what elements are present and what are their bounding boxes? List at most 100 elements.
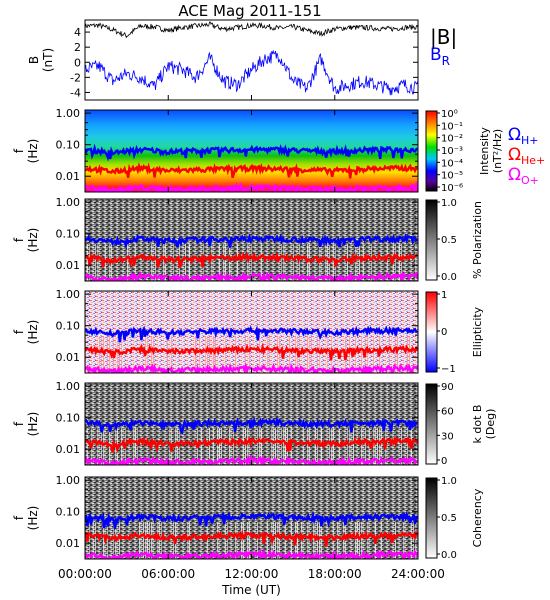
x-tick-label: 00:00:00 bbox=[58, 567, 112, 581]
colorbar-tick-label: 0.5 bbox=[441, 513, 457, 524]
colorbar-tick-label: 1.0 bbox=[441, 476, 457, 487]
series-omega-he-line bbox=[85, 436, 418, 454]
y-tick-label: 0 bbox=[74, 56, 81, 69]
colorbar-tick-label: 10⁻⁵ bbox=[441, 171, 463, 182]
time-axis: 00:00:00 06:00:00 12:00:00 18:00:00 24:00:00… bbox=[58, 567, 445, 597]
y-tick-label: 1.00 bbox=[56, 196, 81, 209]
x-tick-label: 12:00:00 bbox=[225, 567, 279, 581]
field-plot-frame bbox=[84, 19, 419, 101]
colorbar-tick-label: 10⁻¹ bbox=[441, 121, 463, 132]
figure-title: ACE Mag 2011-151 bbox=[178, 2, 321, 20]
y-axis-unit: (nT) bbox=[41, 48, 55, 72]
colorbar-tick-label: 0 bbox=[441, 327, 447, 338]
panel-coherency: 1.00 0.10 0.01 f (Hz) 1.0 0.5 0.0 Coherency bbox=[12, 474, 484, 561]
y-tick-label: 1.00 bbox=[56, 288, 81, 301]
colorbar-tick-label: 10⁻⁶ bbox=[441, 183, 463, 194]
series-omega-o-line bbox=[85, 180, 418, 192]
legend-b-r: BR bbox=[430, 45, 450, 68]
y-axis-unit: (Hz) bbox=[26, 228, 40, 253]
colorbar-tick-label: 10⁰ bbox=[441, 109, 458, 120]
y-axis-label: B bbox=[27, 56, 41, 64]
x-tick-label: 18:00:00 bbox=[308, 567, 362, 581]
y-tick-label: 0.01 bbox=[56, 259, 81, 272]
field-legend: |B| BR bbox=[430, 25, 457, 68]
colorbar-label: k dot B bbox=[471, 405, 484, 444]
ellipticity-colorbar bbox=[425, 291, 438, 373]
series-omega-he-line bbox=[85, 529, 418, 547]
y-axis-label: f bbox=[12, 515, 26, 520]
y-tick-label: -2 bbox=[70, 71, 81, 84]
colorbar-tick-label: 0.0 bbox=[441, 550, 457, 561]
panel-kdotb: 1.00 0.10 0.01 f (Hz) 90 60 30 0 k dot B (Deg) bbox=[12, 380, 497, 467]
coherency-colorbar bbox=[425, 477, 438, 559]
series-omega-h-line bbox=[85, 416, 418, 435]
y-axis-unit: (Hz) bbox=[26, 506, 40, 531]
y-axis-label: f bbox=[12, 237, 26, 242]
polarization-colorbar bbox=[425, 199, 438, 281]
x-tick-label: 06:00:00 bbox=[141, 567, 195, 581]
colorbar-label: Intensity bbox=[478, 127, 491, 175]
colorbar-label: Coherency bbox=[471, 488, 484, 547]
y-tick-label: 0.01 bbox=[56, 537, 81, 550]
colorbar-tick-label: 0.0 bbox=[441, 272, 457, 283]
legend-b-total: |B| bbox=[430, 25, 457, 49]
y-tick-label: 4 bbox=[74, 26, 81, 39]
series-omega-h-line bbox=[85, 510, 418, 530]
colorbar-label: Ellipticity bbox=[471, 306, 484, 357]
intensity-colorbar bbox=[425, 110, 438, 192]
colorbar-tick-label: 1.0 bbox=[441, 198, 457, 209]
y-tick-label: 0.10 bbox=[56, 139, 81, 152]
y-axis-unit: (Hz) bbox=[26, 320, 40, 345]
colorbar-unit: (Deg) bbox=[484, 409, 497, 440]
y-axis-label: f bbox=[12, 421, 26, 426]
colorbar-tick-label: 90 bbox=[441, 382, 454, 393]
y-tick-label: 0.10 bbox=[56, 506, 81, 519]
spectrogram-panels: 1.000.100.01f (Hz)10⁰10⁻¹10⁻²10⁻³10⁻⁴10⁻⁵… bbox=[12, 107, 504, 561]
y-axis-label: f bbox=[12, 329, 26, 334]
series-b-r-line bbox=[85, 49, 418, 96]
series-omega-h-line bbox=[85, 143, 418, 162]
gyrofrequency-legend: ΩH+ ΩHe+ ΩO+ bbox=[508, 125, 545, 187]
x-tick-label: 24:00:00 bbox=[391, 567, 445, 581]
y-tick-label: 1.00 bbox=[56, 107, 81, 120]
kdotb-colorbar bbox=[425, 383, 438, 465]
y-tick-label: 0.10 bbox=[56, 320, 81, 333]
y-tick-label: 0.01 bbox=[56, 351, 81, 364]
colorbar-label: % Polarization bbox=[471, 201, 484, 279]
series-omega-he-line bbox=[85, 251, 418, 269]
y-tick-label: 0.10 bbox=[56, 412, 81, 425]
y-tick-label: 1.00 bbox=[56, 380, 81, 393]
legend-omega-h: ΩH+ bbox=[508, 125, 539, 147]
field-panel: 4 2 0 -2 -4 B (nT) bbox=[27, 19, 419, 101]
y-axis-label: f bbox=[12, 148, 26, 153]
series-omega-o-line bbox=[85, 454, 418, 465]
series-b-total-line bbox=[85, 21, 418, 39]
legend-omega-he: ΩHe+ bbox=[508, 145, 545, 167]
legend-omega-o: ΩO+ bbox=[508, 165, 539, 187]
colorbar-tick-label: 10⁻⁴ bbox=[441, 158, 463, 169]
x-axis-label: Time (UT) bbox=[221, 583, 281, 597]
colorbar-tick-label: 60 bbox=[441, 407, 454, 418]
y-tick-label: -4 bbox=[70, 86, 81, 99]
y-tick-label: 0.01 bbox=[56, 443, 81, 456]
y-tick-label: 2 bbox=[74, 41, 81, 54]
series-omega-h-line bbox=[85, 232, 418, 250]
colorbar-tick-label: −1 bbox=[441, 364, 456, 375]
panel-ellipticity: 1.00 0.10 0.01 f (Hz) 1 0 −1 Ellipticity bbox=[12, 288, 484, 375]
y-tick-label: 0.01 bbox=[56, 170, 81, 183]
panel-polarization: 1.00 0.10 0.01 f (Hz) 1.0 0.5 0.0 % Polarization bbox=[12, 196, 484, 283]
y-tick-label: 0.10 bbox=[56, 228, 81, 241]
y-axis-unit: (Hz) bbox=[26, 139, 40, 164]
colorbar-tick-label: 0.5 bbox=[441, 235, 457, 246]
colorbar-tick-label: 30 bbox=[441, 431, 454, 442]
colorbar-tick-label: 0 bbox=[441, 456, 447, 467]
colorbar-tick-label: 1 bbox=[441, 290, 447, 301]
y-axis-unit: (Hz) bbox=[26, 412, 40, 437]
colorbar-tick-label: 10⁻³ bbox=[441, 146, 463, 157]
colorbar-tick-label: 10⁻² bbox=[441, 134, 463, 145]
series-omega-h-line bbox=[85, 325, 418, 343]
series-omega-he-line bbox=[85, 342, 418, 361]
series-omega-o-line bbox=[85, 547, 418, 559]
